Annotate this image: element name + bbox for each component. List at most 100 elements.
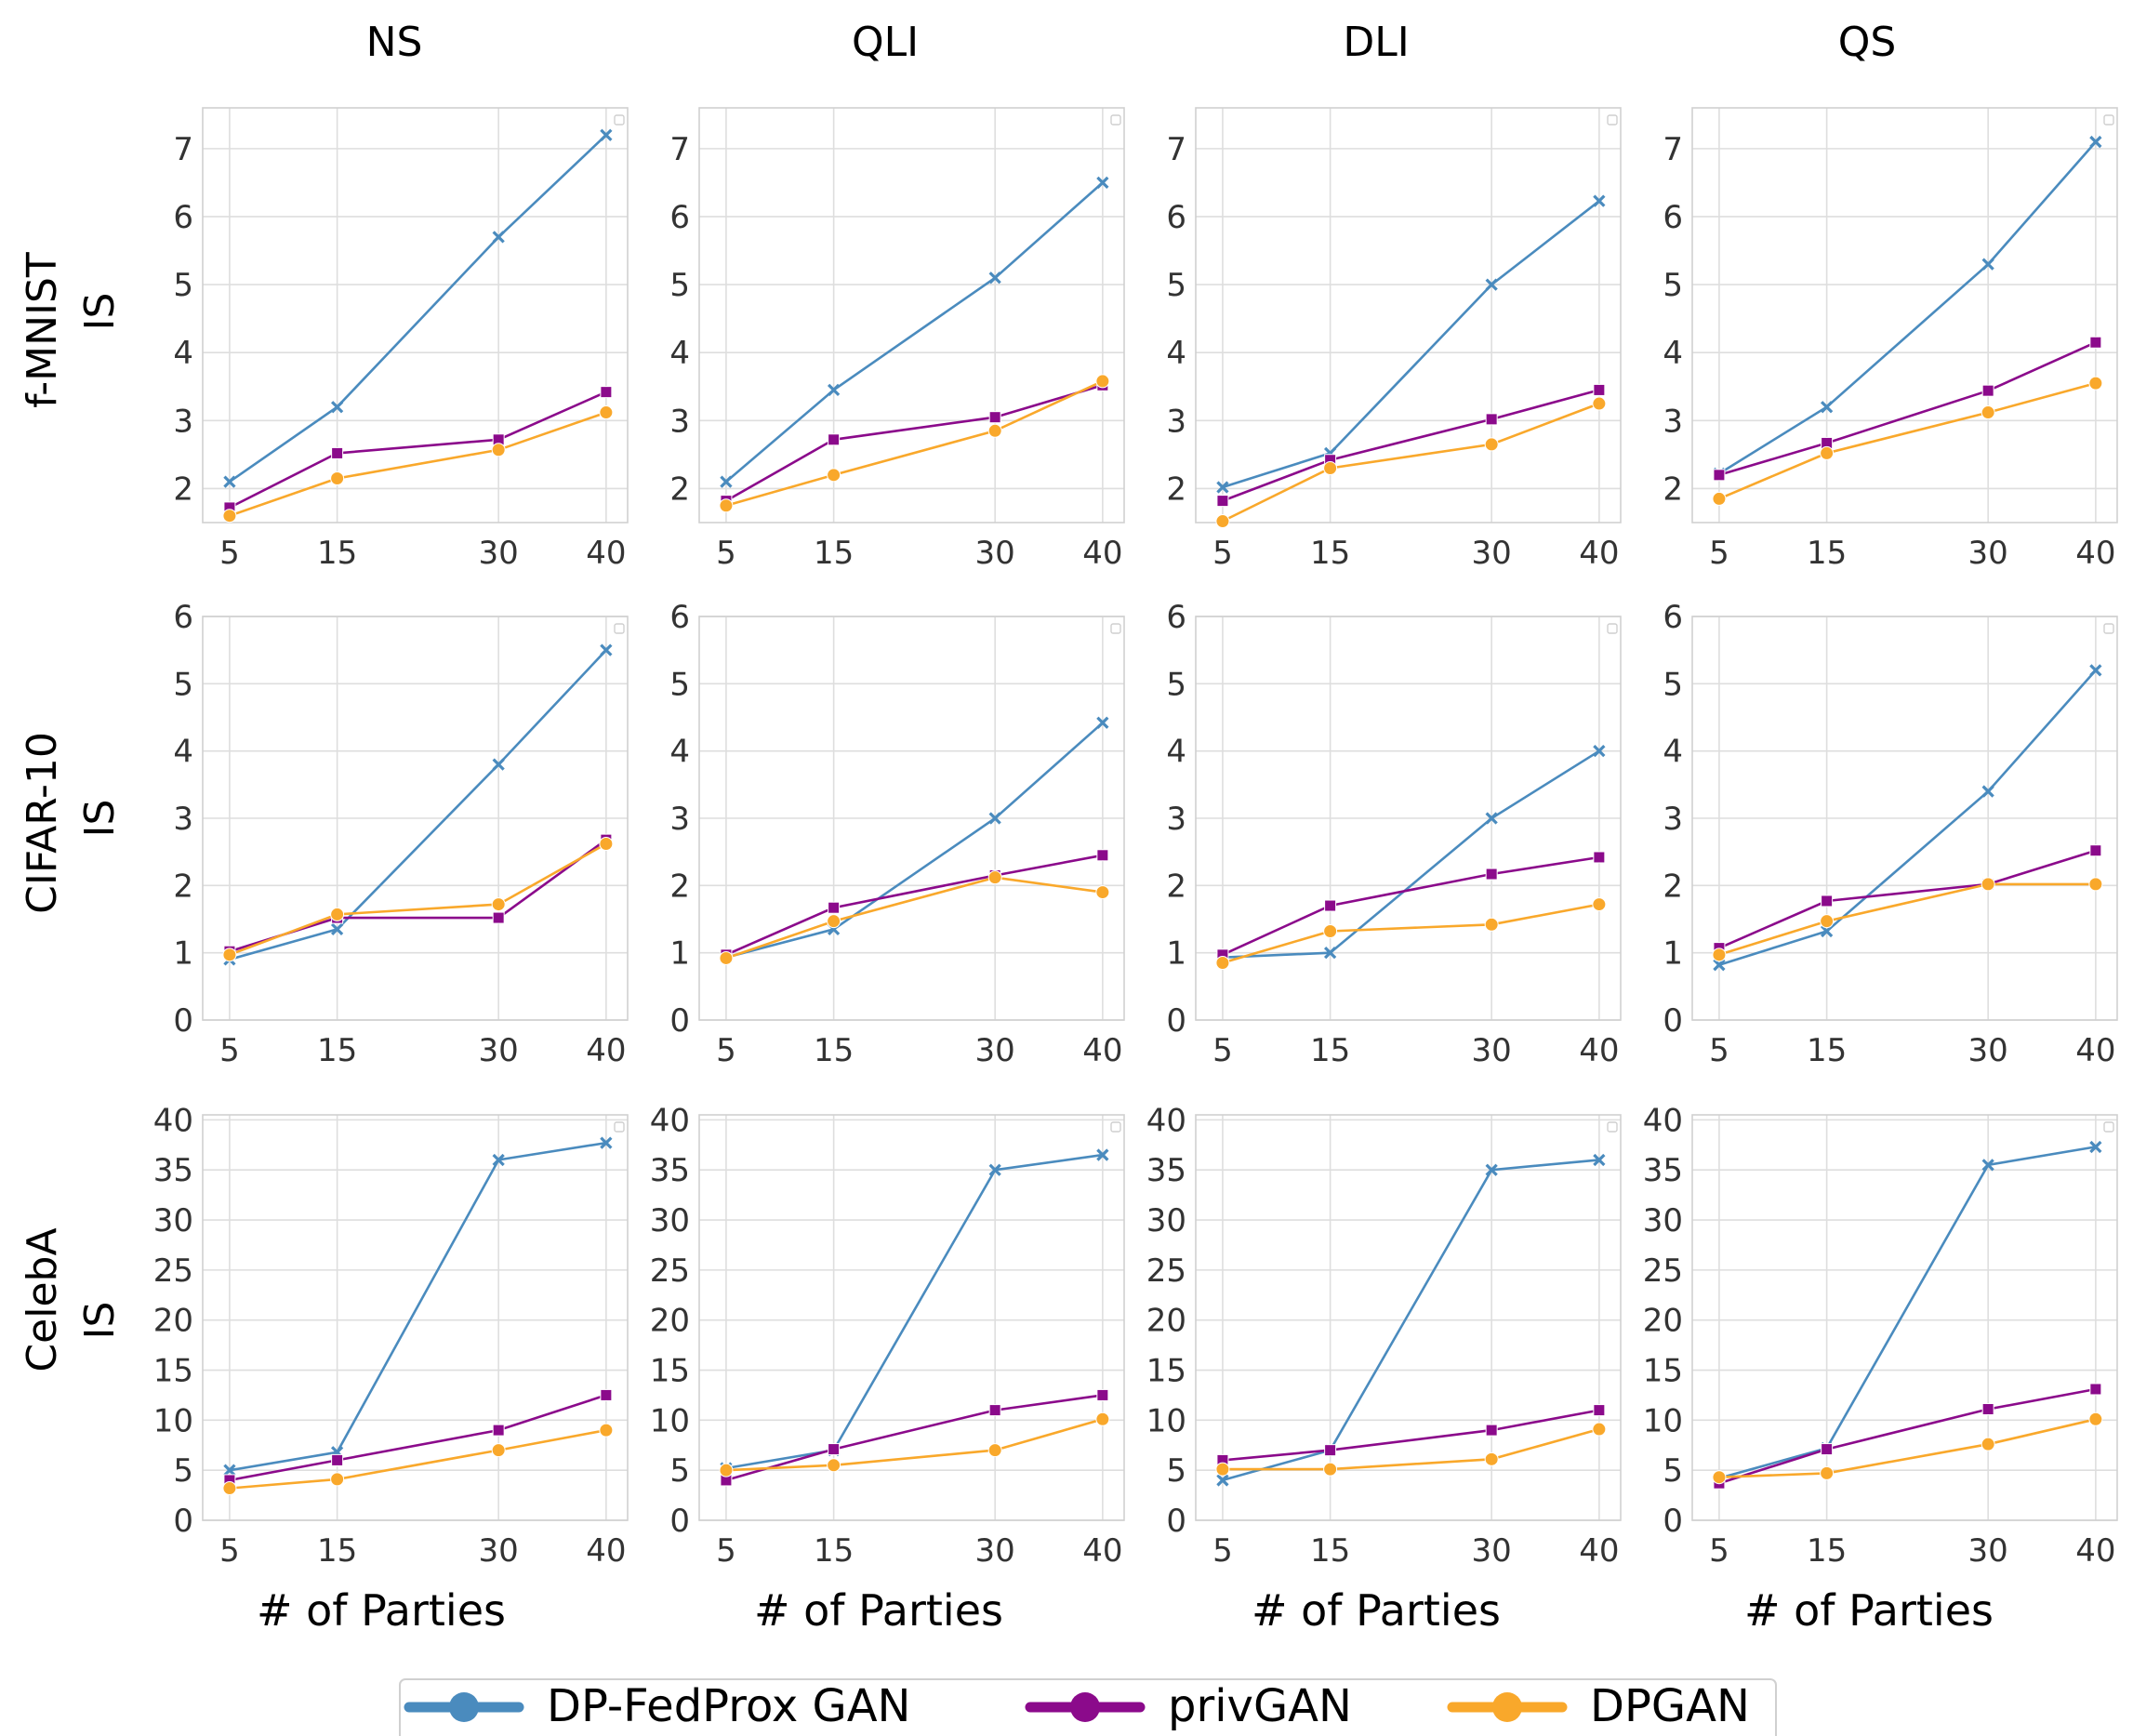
y-tick-label: 0 [1663,1503,1683,1540]
data-point [492,758,505,771]
series-line [1718,882,2096,957]
y-tick-label: 5 [1663,267,1683,304]
row-labels: f-MNIST IS CIFAR-10 IS CelebA IS [19,252,124,1372]
y-tick-label: 30 [1643,1202,1683,1239]
y-tick-label: 10 [1146,1402,1186,1439]
column-titles: NS QLI DLI QS [366,19,1897,66]
series-dpgan [222,836,614,962]
data-point [1484,917,1499,932]
data-point [330,401,344,414]
x-tick-label: 5 [1709,1032,1729,1069]
y-tick-label: 3 [1166,403,1186,440]
y-tick-label: 2 [1166,470,1186,508]
y-tick-label: 25 [1146,1252,1186,1290]
data-point [492,911,505,924]
data-point [1485,1424,1498,1437]
x-tick-label: 40 [2075,1532,2115,1570]
x-tick-label: 40 [2075,1032,2115,1069]
row-label-fmnist-dataset: f-MNIST [19,252,66,408]
data-point [987,870,1002,885]
data-point [1323,1462,1338,1477]
row-label-fmnist-metric: IS [76,293,124,331]
data-point [1096,716,1109,729]
data-point [988,1404,1001,1417]
plot-frame [1195,1114,1622,1521]
data-point [1593,1153,1606,1167]
x-axis-label: # of Parties [1744,1585,1994,1636]
y-tick-label: 5 [1663,1452,1683,1490]
data-point [1324,899,1337,912]
legend-stub [614,114,625,126]
y-tick-label: 35 [650,1152,690,1189]
data-point [827,914,841,929]
data-point [492,1153,505,1167]
series-line [1718,381,2097,500]
data-point [1981,877,1995,892]
y-tick-label: 4 [173,734,193,771]
plot-area [1196,108,1621,523]
y-tick-label: 3 [669,801,690,838]
data-point [1484,437,1499,452]
y-tick-label: 25 [153,1252,193,1290]
panel-cifar-10-qli: 0 1 2 3 4 5 6 5 15 30 40 [669,599,1125,1069]
data-point [2088,1411,2103,1426]
x-tick-label: 30 [479,535,519,572]
data-point [1096,1148,1109,1161]
y-tick-label: 3 [669,403,690,440]
series-dp-fedprox-gan [223,128,613,488]
y-tick-label: 35 [1146,1152,1186,1189]
data-point [828,1443,841,1456]
series-line [1222,389,1600,502]
data-point [1593,383,1606,396]
data-point [1215,514,1230,529]
data-point [600,128,613,141]
y-tick-label: 15 [650,1353,690,1390]
data-point [1981,1403,1994,1416]
x-tick-label: 15 [814,1032,854,1069]
series-dpgan [222,1423,614,1496]
series-line [725,722,1104,959]
series-line [1718,669,2097,966]
y-tick-label: 1 [669,935,690,973]
series-line [725,1153,1104,1470]
x-tick-label: 40 [1579,1532,1619,1570]
series-line [229,649,607,961]
data-point [600,1388,613,1401]
y-tick-label: 6 [173,199,193,236]
series-line [725,854,1104,956]
y-tick-label: 6 [1663,199,1683,236]
data-point [1981,1437,1995,1451]
y-tick-label: 0 [173,1002,193,1040]
y-tick-label: 7 [1663,131,1683,168]
series-dp-fedprox-gan [720,176,1109,488]
series-line [725,384,1104,502]
data-point [599,405,614,420]
x-tick-label: 15 [814,535,854,572]
x-tick-label: 5 [1212,535,1233,572]
data-point [1981,258,1994,271]
data-point [223,1464,236,1477]
data-point [492,1424,505,1437]
plot-area [699,1115,1124,1520]
data-point [1485,1163,1498,1176]
x-tick-label: 15 [317,1532,357,1570]
plot-area [1196,1115,1621,1520]
y-tick-label: 40 [1146,1102,1186,1139]
data-point [491,897,506,912]
legend-stub [1110,623,1121,634]
x-axis-label: # of Parties [257,1585,506,1636]
series-line [1222,1427,1600,1471]
x-tick-label: 40 [586,535,626,572]
legend-stub [1110,1121,1121,1133]
column-title-qs: QS [1838,19,1897,66]
y-tick-label: 7 [173,131,193,168]
data-point [1821,1443,1834,1456]
legend-entry-dpgan: DPGAN [1447,1680,1750,1732]
data-point [1593,194,1606,207]
y-tick-label: 25 [650,1252,690,1290]
x-tick-label: 15 [1807,1532,1847,1570]
panel-cifar-10-dli: 0 1 2 3 4 5 6 5 15 30 40 [1166,599,1622,1069]
data-point [1095,374,1110,389]
y-tick-label: 30 [650,1202,690,1239]
